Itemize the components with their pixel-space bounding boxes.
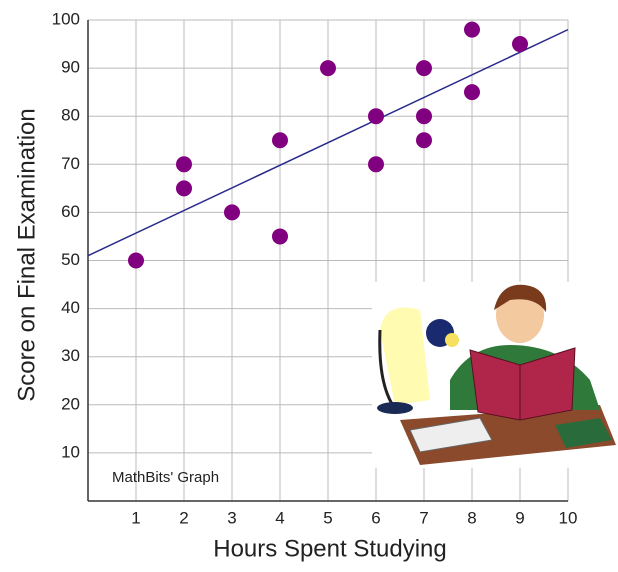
x-tick-label: 10 xyxy=(559,508,578,527)
data-point xyxy=(176,180,192,196)
student-illustration xyxy=(372,282,616,468)
y-tick-label: 90 xyxy=(61,58,80,77)
data-point xyxy=(464,84,480,100)
x-tick-label: 6 xyxy=(371,508,380,527)
data-point xyxy=(368,156,384,172)
data-point xyxy=(368,108,384,124)
x-tick-label: 4 xyxy=(275,508,284,527)
y-tick-label: 100 xyxy=(52,9,80,28)
y-tick-label: 20 xyxy=(61,394,80,413)
y-tick-label: 40 xyxy=(61,298,80,317)
data-point xyxy=(464,22,480,38)
x-tick-label: 5 xyxy=(323,508,332,527)
x-axis-title: Hours Spent Studying xyxy=(213,535,446,562)
y-tick-label: 60 xyxy=(61,202,80,221)
data-point xyxy=(224,204,240,220)
data-point xyxy=(128,253,144,269)
data-point xyxy=(416,132,432,148)
data-point xyxy=(272,132,288,148)
data-point xyxy=(320,60,336,76)
y-axis-title: Score on Final Examination xyxy=(13,108,40,401)
annotation: MathBits' Graph xyxy=(112,469,219,486)
data-point xyxy=(176,156,192,172)
y-tick-label: 50 xyxy=(61,250,80,269)
y-tick-label: 70 xyxy=(61,154,80,173)
data-point xyxy=(416,60,432,76)
y-tick-label: 80 xyxy=(61,106,80,125)
data-point xyxy=(272,228,288,244)
x-tick-label: 9 xyxy=(515,508,524,527)
y-tick-label: 30 xyxy=(61,346,80,365)
y-tick-label: 10 xyxy=(61,442,80,461)
data-point xyxy=(416,108,432,124)
data-point xyxy=(512,36,528,52)
x-tick-label: 2 xyxy=(179,508,188,527)
x-tick-label: 7 xyxy=(419,508,428,527)
x-tick-label: 3 xyxy=(227,508,236,527)
x-tick-label: 1 xyxy=(131,508,140,527)
chart: 10 20 30 40 50 60 70 80 90 100 1 2 3 4 5 6 7 8 9 10 MathBit… xyxy=(0,0,618,572)
x-tick-label: 8 xyxy=(467,508,476,527)
